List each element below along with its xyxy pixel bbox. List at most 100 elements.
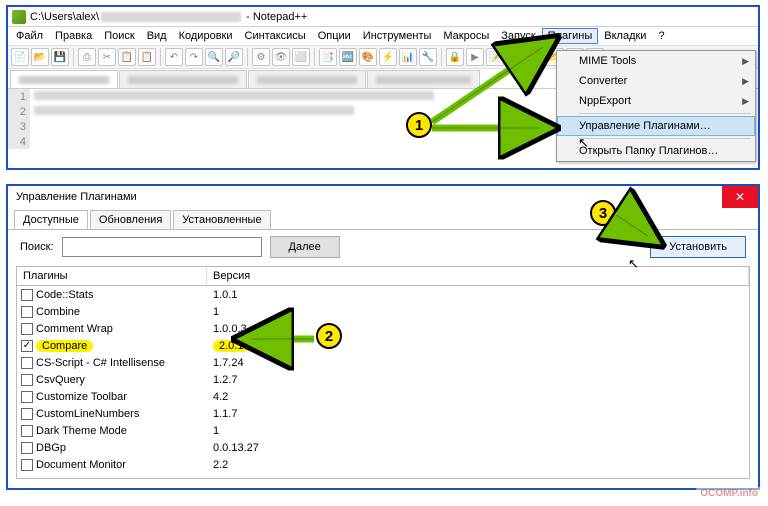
toolbar-icon[interactable]: ✂ [98, 48, 116, 66]
menu-кодировки[interactable]: Кодировки [173, 28, 239, 44]
plugin-name: Dark Theme Mode [36, 425, 127, 437]
menu-вкладки[interactable]: Вкладки [598, 28, 652, 44]
checkbox[interactable] [21, 357, 33, 369]
col-version[interactable]: Версия [207, 267, 749, 285]
table-row[interactable]: CsvQuery1.2.7 [17, 371, 749, 388]
table-row[interactable]: Document Monitor2.2 [17, 456, 749, 473]
toolbar-icon[interactable]: 📑 [319, 48, 337, 66]
toolbar-icon[interactable]: 🔍 [205, 48, 223, 66]
checkbox[interactable] [21, 425, 33, 437]
toolbar-icon[interactable]: ↶ [165, 48, 183, 66]
table-row[interactable]: DBGp 0.0.13.27 [17, 439, 749, 456]
col-plugins[interactable]: Плагины [17, 267, 207, 285]
toolbar-icon[interactable]: 📝 [486, 48, 504, 66]
dropdown-item[interactable]: Converter▶ [557, 71, 755, 91]
toolbar-icon[interactable]: 🔧 [419, 48, 437, 66]
plugin-version: 1.7.24 [213, 357, 244, 369]
menu-файл[interactable]: Файл [10, 28, 49, 44]
menu-правка[interactable]: Правка [49, 28, 98, 44]
table-row[interactable]: Combine 1 [17, 303, 749, 320]
plugin-name: Comment Wrap [36, 323, 113, 335]
titlebar: C:\Users\alex\ - Notepad++ [8, 7, 758, 27]
checkbox[interactable] [21, 306, 33, 318]
plugin-name: Compare [36, 340, 93, 352]
checkbox[interactable]: ✓ [21, 340, 33, 352]
document-tab[interactable] [248, 70, 366, 88]
toolbar-icon[interactable]: 📊 [399, 48, 417, 66]
table-body: Code::Stats 1.0.1Combine 1Comment Wrap1.0.… [16, 286, 750, 479]
checkbox[interactable] [21, 289, 33, 301]
checkbox[interactable] [21, 323, 33, 335]
plugin-version: 0.0.13.27 [213, 442, 259, 454]
toolbar-icon[interactable]: ↷ [185, 48, 203, 66]
dropdown-item[interactable]: NppExport▶ [557, 91, 755, 111]
toolbar-icon[interactable]: 🎨 [359, 48, 377, 66]
table-row[interactable]: Code::Stats 1.0.1 [17, 286, 749, 303]
toolbar-icon[interactable]: 📄 [11, 48, 29, 66]
checkbox[interactable] [21, 442, 33, 454]
pm-tab[interactable]: Обновления [90, 210, 171, 229]
search-input[interactable] [62, 237, 262, 257]
search-label: Поиск: [20, 241, 54, 253]
toolbar-icon[interactable]: 📄 [526, 48, 544, 66]
pm-controls: Поиск: Далее Установить [8, 230, 758, 266]
checkbox[interactable] [21, 391, 33, 403]
dropdown-item[interactable]: MIME Tools▶ [557, 51, 755, 71]
toolbar-icon[interactable]: 👁 [272, 48, 290, 66]
next-button[interactable]: Далее [270, 236, 340, 258]
toolbar-icon[interactable]: 📂 [31, 48, 49, 66]
plugin-name: CS-Script - C# Intellisense [36, 357, 165, 369]
plugin-version: 1 [213, 306, 219, 318]
document-tab[interactable] [10, 70, 118, 88]
document-tab[interactable] [119, 70, 247, 88]
dropdown-item[interactable]: Открыть Папку Плагинов… [557, 141, 755, 161]
menu-инструменты[interactable]: Инструменты [357, 28, 438, 44]
menu-синтаксисы[interactable]: Синтаксисы [239, 28, 312, 44]
table-row[interactable]: Comment Wrap1.0.0.3 [17, 320, 749, 337]
toolbar-icon[interactable]: 📋 [118, 48, 136, 66]
install-button[interactable]: Установить [650, 236, 746, 258]
menu-опции[interactable]: Опции [312, 28, 357, 44]
toolbar-icon[interactable]: 📋 [138, 48, 156, 66]
menu-плагины[interactable]: Плагины [542, 28, 599, 44]
close-button[interactable]: ✕ [722, 186, 758, 208]
plugin-name: Code::Stats [36, 289, 93, 301]
menu-вид[interactable]: Вид [141, 28, 173, 44]
toolbar-icon[interactable]: 🔒 [446, 48, 464, 66]
plugin-name: CustomLineNumbers [36, 408, 139, 420]
menu-макросы[interactable]: Макросы [437, 28, 495, 44]
pm-tab[interactable]: Доступные [14, 210, 88, 229]
notepadpp-window: C:\Users\alex\ - Notepad++ ФайлПравкаПои… [6, 5, 760, 170]
checkbox[interactable] [21, 408, 33, 420]
toolbar-icon[interactable]: 🔎 [225, 48, 243, 66]
toolbar-icon[interactable]: 👁 [506, 48, 524, 66]
toolbar-icon[interactable]: ▶ [466, 48, 484, 66]
table-row[interactable]: Dark Theme Mode1 [17, 422, 749, 439]
plugin-version: 1.0.1 [213, 289, 237, 301]
checkbox[interactable] [21, 459, 33, 471]
table-row[interactable]: Customize Toolbar4.2 [17, 388, 749, 405]
plugin-name: Combine [36, 306, 80, 318]
plugin-name: Document Monitor [36, 459, 126, 471]
toolbar-icon[interactable]: 🔤 [339, 48, 357, 66]
menu-?[interactable]: ? [652, 28, 670, 44]
pm-tabs: ДоступныеОбновленияУстановленные [8, 208, 758, 229]
table-row[interactable]: CustomLineNumbers1.1.7 [17, 405, 749, 422]
menu-запуск[interactable]: Запуск [495, 28, 541, 44]
pm-tab[interactable]: Установленные [173, 210, 270, 229]
app-icon [12, 10, 26, 24]
checkbox[interactable] [21, 374, 33, 386]
toolbar-icon[interactable]: ⚙ [252, 48, 270, 66]
plugin-name: Customize Toolbar [36, 391, 127, 403]
toolbar-icon[interactable]: ⚡ [379, 48, 397, 66]
toolbar-icon[interactable]: 💾 [51, 48, 69, 66]
watermark: OCOMP.info [696, 487, 762, 500]
menu-поиск[interactable]: Поиск [98, 28, 140, 44]
table-row[interactable]: ✓Compare2.0.1 [17, 337, 749, 354]
plugin-name: DBGp [36, 442, 66, 454]
document-tab[interactable] [367, 70, 480, 88]
dropdown-item-manage-plugins[interactable]: Управление Плагинами… [557, 116, 755, 136]
table-row[interactable]: CS-Script - C# Intellisense 1.7.24 [17, 354, 749, 371]
toolbar-icon[interactable]: ⎙ [78, 48, 96, 66]
toolbar-icon[interactable]: ⬜ [292, 48, 310, 66]
